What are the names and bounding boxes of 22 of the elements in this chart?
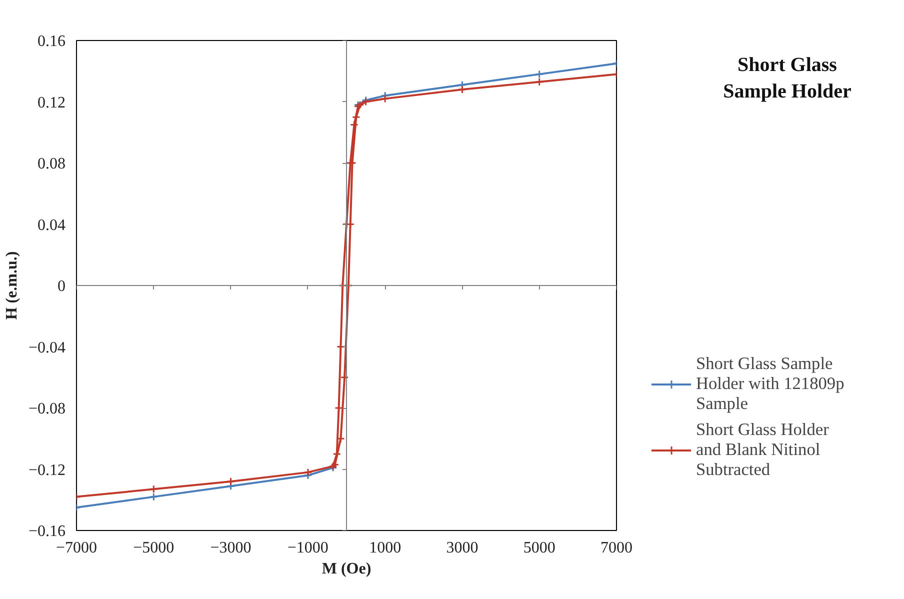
y-tick-label: 0 (58, 278, 66, 295)
x-tick-label: 3000 (446, 540, 478, 556)
x-tick-label: −5000 (133, 540, 174, 556)
legend-label: Short Glass Holder and Blank Nitinol Subtracted (696, 420, 829, 480)
x-tick-label: 7000 (600, 540, 632, 556)
y-axis-title: H (e.m.u.) (3, 251, 20, 320)
x-axis-title: M (Oe) (322, 560, 372, 578)
y-tick-label: 0.04 (38, 216, 66, 234)
x-tick-label: 5000 (523, 540, 556, 556)
y-tick-label: 0.08 (38, 156, 66, 172)
y-tick-label: −0.04 (28, 339, 66, 356)
y-tick-label: −0.12 (28, 462, 66, 479)
y-tick-label: −0.16 (28, 523, 66, 540)
x-tick-label: −1000 (287, 540, 328, 556)
x-tick-label: −3000 (210, 540, 252, 556)
y-tick-label: 0.16 (38, 33, 66, 50)
y-tick-label: 0.12 (38, 94, 66, 112)
x-tick-label: −7000 (56, 540, 98, 556)
x-tick-label: 1000 (369, 540, 402, 556)
text: Short Glass Sample Holder (723, 54, 852, 102)
y-tick-label: −0.08 (28, 400, 66, 418)
legend-label: Short Glass Sample Holder with 121809p Sample (696, 354, 844, 414)
